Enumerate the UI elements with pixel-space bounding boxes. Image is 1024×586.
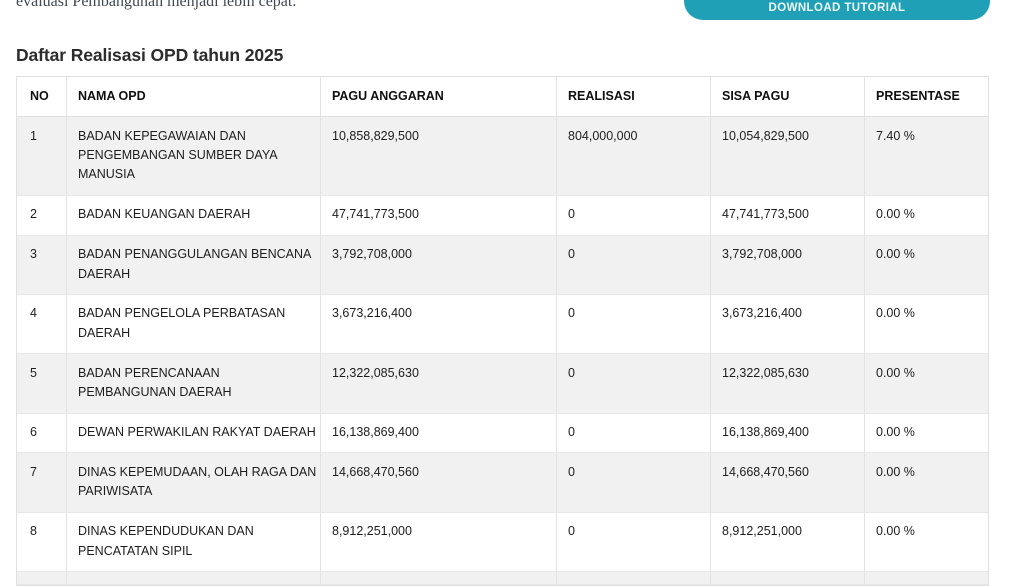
cell-pagu-anggaran: 16,138,869,400	[321, 413, 557, 453]
cell-presentase: 0.00 %	[876, 425, 915, 440]
cell-nama-opd: DEWAN PERWAKILAN RAKYAT DAERAH	[67, 413, 321, 453]
column-header-sisa-pagu: SISA PAGU	[711, 77, 865, 116]
cell-sisa-pagu: 14,668,470,560	[711, 453, 865, 512]
cell-sisa-pagu: 3,673,216,400	[711, 294, 865, 354]
cell-nama-opd: DINAS KEPENDUDUKAN DAN PENCATATAN SIPIL	[67, 512, 321, 572]
column-header-realisasi: REALISASI	[557, 77, 711, 116]
cell-pagu-anggaran: 12,322,085,630	[321, 354, 557, 413]
table-body: 1 BADAN KEPEGAWAIAN DAN PENGEMBANGAN SUMB…	[17, 117, 988, 586]
cell-nama-opd: BADAN KEUANGAN DAERAH	[67, 195, 321, 235]
cell-nama-opd: BADAN PERENCANAAN PEMBANGUNAN DAERAH	[67, 354, 321, 413]
cell-no: 1	[17, 117, 67, 195]
cell-realisasi: 0	[557, 294, 711, 354]
cell-no: 2	[17, 195, 67, 235]
cell-pagu-anggaran: 3,792,708,000	[321, 235, 557, 294]
cell-no: 6	[17, 413, 67, 453]
cell-presentase: 7.40 %	[876, 128, 915, 143]
section-title: Daftar Realisasi OPD tahun 2025	[16, 45, 284, 65]
cell-nama-opd: BADAN PENGELOLA PERBATASAN DAERAH	[67, 294, 321, 354]
cell-sisa-pagu: 47,741,773,500	[711, 195, 865, 235]
cell-nama-opd: DINAS KEPEMUDAAN, OLAH RAGA DAN PARIWISA…	[67, 453, 321, 512]
cell-realisasi: 0	[557, 195, 711, 235]
column-header-pagu: PAGU ANGGARAN	[321, 77, 557, 116]
table-row: 1 BADAN KEPEGAWAIAN DAN PENGEMBANGAN SUMB…	[17, 117, 988, 196]
table-row: 2 BADAN KEUANGAN DAERAH 47,741,773,500 0 47,…	[17, 195, 988, 236]
cell-sisa-pagu: 16,138,869,400	[711, 413, 865, 453]
cell-pagu-anggaran: 14,668,470,560	[321, 453, 557, 512]
cell-pagu-anggaran: 3,673,216,400	[321, 294, 557, 354]
cell-no: 4	[17, 294, 67, 354]
realisasi-opd-table: NO NAMA OPD PAGU ANGGARAN REALISASI SISA…	[16, 76, 989, 586]
cell-realisasi: 0	[557, 413, 711, 453]
column-header-no: NO	[17, 77, 67, 116]
table-row: 5 BADAN PERENCANAAN PEMBANGUNAN DAERAH 12,…	[17, 354, 988, 414]
download-tutorial-label: DOWNLOAD TUTORIAL	[768, 2, 906, 14]
table-row: 7 DINAS KEPEMUDAAN, OLAH RAGA DAN PARIWIS…	[17, 453, 988, 513]
cell-sisa-pagu: 12,322,085,630	[711, 354, 865, 413]
table-row: 6 DEWAN PERWAKILAN RAKYAT DAERAH 16,138,86…	[17, 413, 988, 454]
column-header-nama-opd: NAMA OPD	[67, 77, 321, 116]
cell-presentase: 0.00 %	[876, 306, 915, 321]
table-row: 8 DINAS KEPENDUDUKAN DAN PENCATATAN SIPIL…	[17, 512, 988, 573]
table-row-partial	[17, 572, 988, 586]
cell-nama-opd: BADAN KEPEGAWAIAN DAN PENGEMBANGAN SUMBE…	[67, 117, 321, 195]
download-tutorial-button[interactable]: DOWNLOAD TUTORIAL	[684, 0, 990, 20]
cell-nama-opd: BADAN PENANGGULANGAN BENCANA DAERAH	[67, 235, 321, 294]
cell-realisasi: 804,000,000	[557, 117, 711, 195]
cell-realisasi: 0	[557, 235, 711, 294]
column-header-presentase: PRESENTASE	[876, 89, 960, 103]
cell-presentase: 0.00 %	[876, 247, 915, 262]
cell-no: 8	[17, 512, 67, 572]
cell-pagu-anggaran: 10,858,829,500	[321, 117, 557, 195]
cell-presentase: 0.00 %	[876, 464, 915, 479]
cell-pagu-anggaran: 8,912,251,000	[321, 512, 557, 572]
cell-sisa-pagu: 10,054,829,500	[711, 117, 865, 195]
cell-pagu-anggaran: 47,741,773,500	[321, 195, 557, 235]
cell-realisasi: 0	[557, 354, 711, 413]
cell-presentase: 0.00 %	[876, 524, 915, 539]
cell-sisa-pagu: 8,912,251,000	[711, 512, 865, 572]
cell-presentase: 0.00 %	[876, 207, 915, 222]
cell-no: 7	[17, 453, 67, 512]
cell-no: 5	[17, 354, 67, 413]
table-row: 3 BADAN PENANGGULANGAN BENCANA DAERAH 3,79…	[17, 235, 988, 295]
intro-text: evaluasi Pembangunan menjadi lebih cepat…	[16, 0, 297, 10]
cell-presentase: 0.00 %	[876, 365, 915, 380]
cell-realisasi: 0	[557, 453, 711, 512]
cell-realisasi: 0	[557, 512, 711, 572]
cell-sisa-pagu: 3,792,708,000	[711, 235, 865, 294]
cell-no: 3	[17, 235, 67, 294]
table-row: 4 BADAN PENGELOLA PERBATASAN DAERAH 3,673,…	[17, 294, 988, 355]
table-header-row: NO NAMA OPD PAGU ANGGARAN REALISASI SISA…	[17, 77, 988, 117]
